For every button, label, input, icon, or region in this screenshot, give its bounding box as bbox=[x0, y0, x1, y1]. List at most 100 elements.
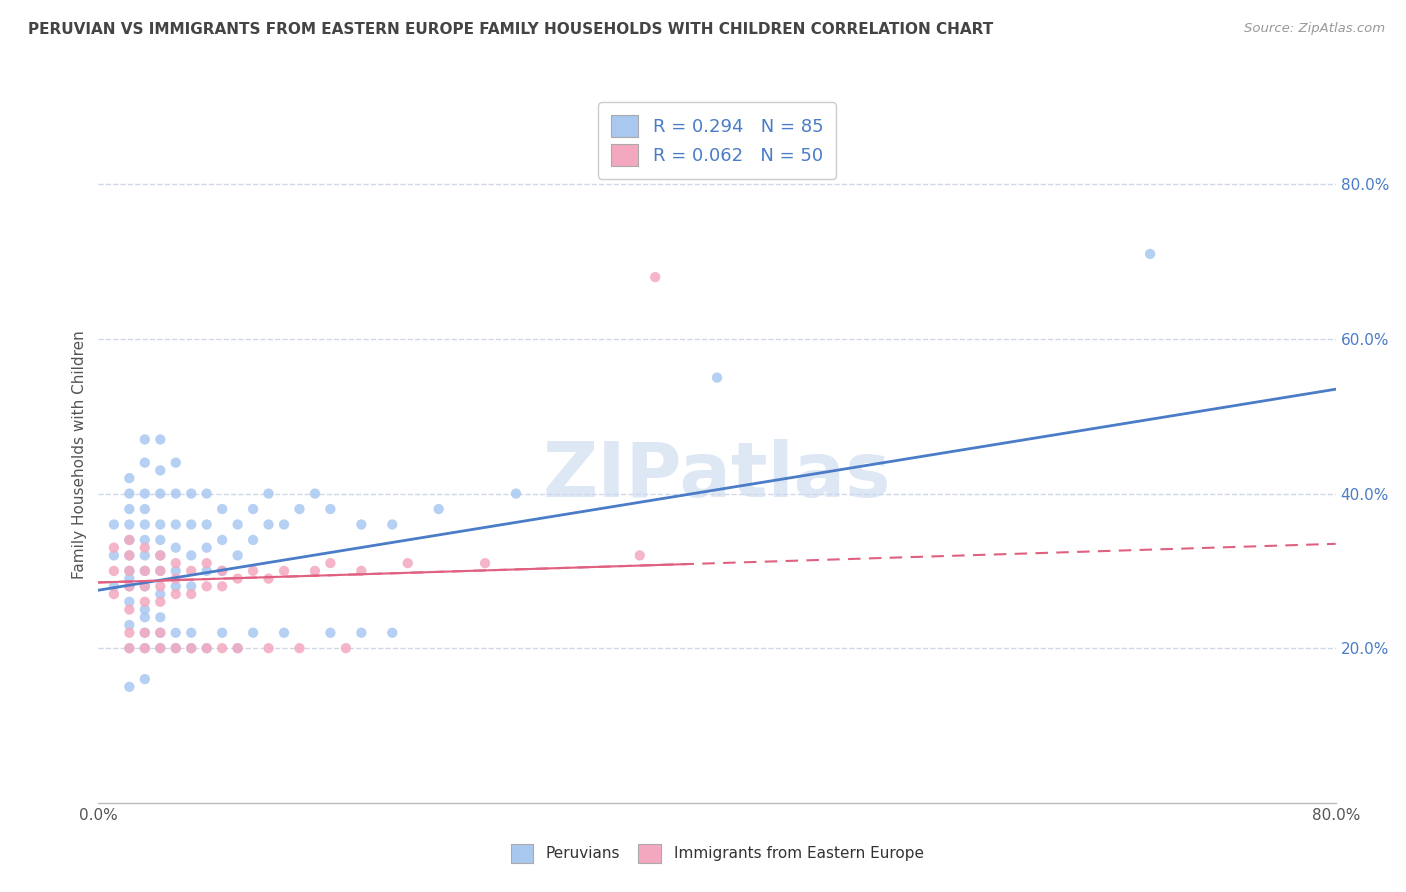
Point bbox=[165, 641, 187, 656]
Point bbox=[134, 517, 156, 532]
Point bbox=[118, 533, 141, 547]
Point bbox=[149, 564, 172, 578]
Point bbox=[319, 502, 342, 516]
Point bbox=[134, 541, 156, 555]
Point bbox=[118, 517, 141, 532]
Point bbox=[134, 625, 156, 640]
Point bbox=[273, 564, 295, 578]
Text: PERUVIAN VS IMMIGRANTS FROM EASTERN EUROPE FAMILY HOUSEHOLDS WITH CHILDREN CORRE: PERUVIAN VS IMMIGRANTS FROM EASTERN EURO… bbox=[28, 22, 994, 37]
Point bbox=[103, 587, 125, 601]
Point bbox=[149, 533, 172, 547]
Point bbox=[149, 517, 172, 532]
Point bbox=[103, 549, 125, 563]
Point bbox=[134, 564, 156, 578]
Point bbox=[149, 486, 172, 500]
Point bbox=[180, 625, 202, 640]
Point bbox=[149, 641, 172, 656]
Point bbox=[304, 486, 326, 500]
Point bbox=[103, 517, 125, 532]
Point bbox=[134, 610, 156, 624]
Point bbox=[165, 587, 187, 601]
Point bbox=[273, 625, 295, 640]
Point bbox=[134, 641, 156, 656]
Point bbox=[706, 370, 728, 384]
Point bbox=[211, 564, 233, 578]
Point bbox=[103, 541, 125, 555]
Point bbox=[118, 618, 141, 632]
Point bbox=[149, 433, 172, 447]
Point bbox=[134, 641, 156, 656]
Point bbox=[134, 433, 156, 447]
Point bbox=[195, 517, 218, 532]
Point bbox=[134, 602, 156, 616]
Point bbox=[180, 564, 202, 578]
Point bbox=[257, 641, 280, 656]
Point bbox=[118, 549, 141, 563]
Point bbox=[134, 579, 156, 593]
Point bbox=[149, 641, 172, 656]
Point bbox=[118, 625, 141, 640]
Point bbox=[211, 625, 233, 640]
Point bbox=[226, 641, 249, 656]
Point bbox=[381, 625, 404, 640]
Point bbox=[257, 572, 280, 586]
Point bbox=[195, 556, 218, 570]
Point bbox=[118, 549, 141, 563]
Point bbox=[118, 533, 141, 547]
Point bbox=[273, 517, 295, 532]
Point bbox=[350, 564, 373, 578]
Point bbox=[211, 502, 233, 516]
Point bbox=[134, 595, 156, 609]
Point bbox=[195, 641, 218, 656]
Point bbox=[134, 549, 156, 563]
Point bbox=[165, 641, 187, 656]
Point bbox=[180, 587, 202, 601]
Point bbox=[134, 579, 156, 593]
Point bbox=[118, 579, 141, 593]
Point bbox=[134, 456, 156, 470]
Point bbox=[118, 595, 141, 609]
Point bbox=[180, 549, 202, 563]
Point bbox=[350, 517, 373, 532]
Point bbox=[149, 549, 172, 563]
Point bbox=[211, 641, 233, 656]
Point bbox=[195, 564, 218, 578]
Point bbox=[211, 564, 233, 578]
Point bbox=[427, 502, 450, 516]
Text: ZIPatlas: ZIPatlas bbox=[543, 439, 891, 513]
Point bbox=[195, 579, 218, 593]
Point bbox=[350, 625, 373, 640]
Point bbox=[211, 579, 233, 593]
Point bbox=[242, 502, 264, 516]
Point bbox=[288, 502, 311, 516]
Point bbox=[257, 517, 280, 532]
Point bbox=[149, 579, 172, 593]
Point bbox=[134, 564, 156, 578]
Point bbox=[134, 533, 156, 547]
Point bbox=[165, 564, 187, 578]
Point bbox=[118, 579, 141, 593]
Point bbox=[1139, 247, 1161, 261]
Point bbox=[134, 672, 156, 686]
Point bbox=[257, 486, 280, 500]
Point bbox=[118, 602, 141, 616]
Point bbox=[211, 533, 233, 547]
Point bbox=[195, 641, 218, 656]
Point bbox=[165, 556, 187, 570]
Point bbox=[505, 486, 527, 500]
Point bbox=[165, 572, 187, 586]
Point bbox=[118, 572, 141, 586]
Point bbox=[319, 625, 342, 640]
Point bbox=[180, 579, 202, 593]
Point bbox=[396, 556, 419, 570]
Point bbox=[195, 541, 218, 555]
Point bbox=[335, 641, 357, 656]
Point bbox=[149, 595, 172, 609]
Point bbox=[474, 556, 496, 570]
Point bbox=[134, 502, 156, 516]
Point bbox=[118, 564, 141, 578]
Y-axis label: Family Households with Children: Family Households with Children bbox=[72, 331, 87, 579]
Point bbox=[165, 456, 187, 470]
Point bbox=[149, 463, 172, 477]
Point bbox=[118, 471, 141, 485]
